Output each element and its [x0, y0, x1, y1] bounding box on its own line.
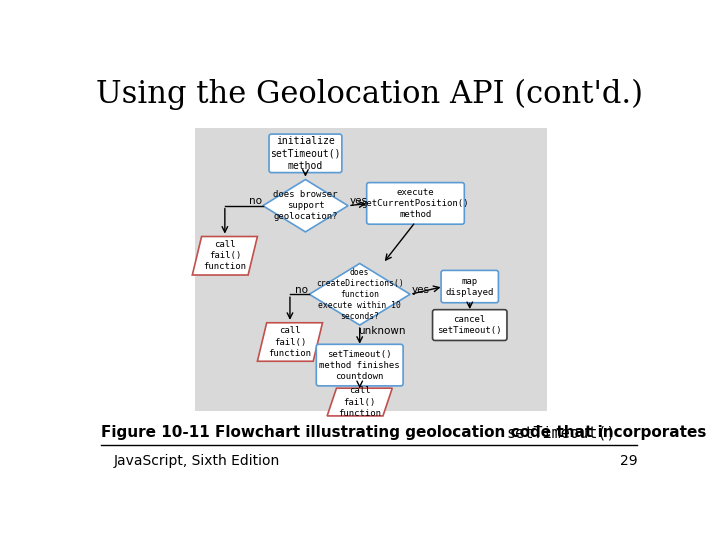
Text: unknown: unknown [358, 326, 405, 336]
Text: 29: 29 [619, 454, 637, 468]
Text: call
fail()
function: call fail() function [338, 387, 381, 417]
Polygon shape [263, 179, 348, 232]
FancyBboxPatch shape [366, 183, 464, 224]
Text: no: no [248, 196, 261, 206]
Text: initialize
setTimeout()
method: initialize setTimeout() method [270, 136, 341, 171]
Text: map
displayed: map displayed [446, 276, 494, 296]
Text: does
createDirections()
function
execute within 10
seconds?: does createDirections() function execute… [316, 267, 404, 321]
Text: call
fail()
function: call fail() function [203, 240, 246, 272]
Polygon shape [327, 388, 392, 416]
Polygon shape [192, 237, 258, 275]
Text: does browser
support
geolocation?: does browser support geolocation? [273, 190, 338, 221]
Text: cancel
setTimeout(): cancel setTimeout() [438, 315, 502, 335]
Text: setTimeout(): setTimeout() [506, 426, 616, 440]
Text: Figure 10-11 Flowchart illustrating geolocation code that incorporates: Figure 10-11 Flowchart illustrating geol… [101, 426, 711, 440]
FancyBboxPatch shape [269, 134, 342, 173]
Polygon shape [258, 323, 323, 361]
Text: setTimeout()
method finishes
countdown: setTimeout() method finishes countdown [320, 349, 400, 381]
Text: yes: yes [412, 285, 430, 295]
Text: yes: yes [350, 196, 368, 206]
FancyBboxPatch shape [441, 271, 498, 303]
Text: Using the Geolocation API (cont'd.): Using the Geolocation API (cont'd.) [96, 78, 642, 110]
Text: no: no [295, 285, 308, 295]
Text: execute
getCurrentPosition()
method: execute getCurrentPosition() method [361, 188, 469, 219]
Bar [194, 128, 547, 411]
FancyBboxPatch shape [316, 345, 403, 386]
FancyBboxPatch shape [433, 309, 507, 340]
Polygon shape [310, 264, 410, 325]
Text: call
fail()
function: call fail() function [269, 326, 312, 357]
Text: JavaScript, Sixth Edition: JavaScript, Sixth Edition [113, 454, 279, 468]
